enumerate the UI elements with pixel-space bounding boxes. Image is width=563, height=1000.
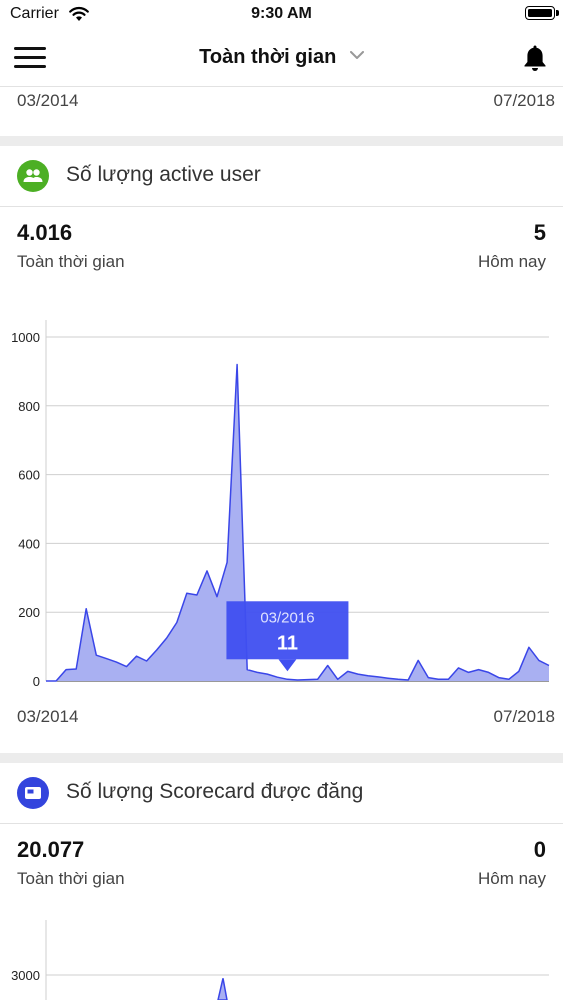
active-user-chart[interactable]: 0 200 400 600 800 1000 03/2016 11 xyxy=(0,300,563,700)
y-tick-label: 200 xyxy=(18,605,40,620)
hamburger-menu-icon[interactable] xyxy=(14,47,46,69)
active-user-date-range: 03/2014 07/2018 xyxy=(17,707,555,727)
chart-gridlines xyxy=(45,320,549,682)
tooltip-value: 11 xyxy=(277,632,298,654)
total-stat: 4.016 Toàn thời gian xyxy=(17,220,125,272)
today-value: 5 xyxy=(533,220,546,245)
clock: 9:30 AM xyxy=(251,5,312,22)
time-range-dropdown[interactable]: Toàn thời gian xyxy=(0,46,563,69)
range-start-label: 03/2014 xyxy=(17,707,79,726)
today-stat: 5 Hôm nay xyxy=(478,220,546,272)
range-start-label: 03/2014 xyxy=(17,91,79,110)
today-label: Hôm nay xyxy=(477,869,546,888)
wifi-icon xyxy=(69,6,89,21)
tooltip-date: 03/2016 xyxy=(260,609,314,626)
scorecard-card-header: Số lượng Scorecard được đăng xyxy=(0,763,563,824)
carrier-label: Carrier xyxy=(10,5,59,22)
tooltip-arrow xyxy=(278,659,297,672)
y-tick-label: 600 xyxy=(18,468,40,483)
active-user-card-header: Số lượng active user xyxy=(0,146,563,207)
today-value: 0 xyxy=(533,837,546,862)
nav-bar: Toàn thời gian xyxy=(0,30,563,87)
section-divider xyxy=(0,753,563,763)
range-end-label: 07/2018 xyxy=(493,707,555,726)
total-value: 4.016 xyxy=(17,220,73,245)
battery-icon xyxy=(525,6,559,20)
time-range-label: Toàn thời gian xyxy=(199,46,337,68)
y-tick-label: 3000 xyxy=(11,968,40,983)
card-title: Số lượng active user xyxy=(66,163,261,186)
today-label: Hôm nay xyxy=(477,252,546,271)
chart-tooltip: 03/2016 11 xyxy=(226,601,349,672)
today-stat: 0 Hôm nay xyxy=(478,837,546,889)
total-stat: 20.077 Toàn thời gian xyxy=(17,837,125,889)
total-value: 20.077 xyxy=(17,837,85,862)
y-tick-label: 800 xyxy=(18,399,40,414)
total-label: Toàn thời gian xyxy=(17,252,125,271)
previous-chart-date-range: 03/2014 07/2018 xyxy=(17,91,555,111)
total-label: Toàn thời gian xyxy=(17,869,125,888)
status-bar: Carrier 9:30 AM xyxy=(0,0,563,30)
chart-line-series xyxy=(217,978,228,1000)
bell-icon[interactable] xyxy=(523,44,547,72)
section-divider xyxy=(0,136,563,146)
chart-line-series xyxy=(46,363,550,682)
card-title: Số lượng Scorecard được đăng xyxy=(66,780,364,803)
y-tick-label: 400 xyxy=(18,536,40,551)
y-tick-label: 0 xyxy=(33,674,40,689)
tooltip-box xyxy=(226,601,349,660)
y-tick-label: 1000 xyxy=(11,330,40,345)
y-axis-ticks: 0 200 400 600 800 1000 xyxy=(11,330,40,689)
users-icon xyxy=(17,160,49,192)
chevron-down-icon xyxy=(349,51,364,60)
scorecard-chart[interactable]: 3000 xyxy=(0,915,563,1000)
scorecard-icon xyxy=(17,777,49,809)
range-end-label: 07/2018 xyxy=(493,91,555,110)
